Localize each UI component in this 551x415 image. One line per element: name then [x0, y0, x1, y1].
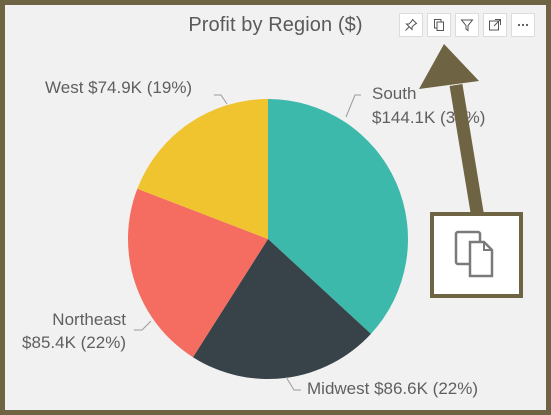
filter-icon [460, 19, 474, 32]
data-label-west: West $74.9K (19%) [45, 78, 192, 97]
pie-slice-midwest[interactable] [192, 239, 371, 379]
data-label-northeast: $85.4K (22%) [22, 333, 126, 352]
visual-header-toolbar [399, 13, 535, 37]
pie-chart-visual[interactable]: Profit by Region ($) [5, 5, 546, 410]
leader-line-south [345, 94, 361, 118]
pie-slice-west[interactable] [137, 99, 268, 239]
data-label-midwest: Midwest $86.6K (22%) [307, 379, 478, 398]
chart-title: Profit by Region ($) [188, 14, 363, 36]
data-label-northeast: Northeast [52, 310, 126, 329]
filter-button[interactable] [455, 13, 479, 37]
pie-chart-plot: South$144.1K (37%)Midwest $86.6K (22%)No… [22, 44, 485, 398]
copy-visual-button[interactable] [427, 13, 451, 37]
data-label-south: South [372, 84, 416, 103]
copy-icon [454, 230, 493, 278]
more-options-button[interactable] [511, 13, 535, 37]
leader-line-west [214, 94, 228, 105]
pin-icon [405, 18, 418, 31]
more-options-icon [517, 23, 529, 27]
annotation-arrow [419, 44, 485, 220]
leader-line-midwest [285, 376, 301, 391]
annotation-arrow-head [419, 44, 479, 89]
copy-icon-callout [430, 212, 523, 298]
pie-slice-northeast[interactable] [127, 188, 268, 358]
focus-mode-button[interactable] [483, 13, 507, 37]
copy-icon [434, 19, 444, 31]
annotation-arrow-shaft [449, 83, 485, 220]
pin-visual-button[interactable] [399, 13, 423, 37]
focus-mode-icon [489, 19, 501, 31]
leader-line-northeast [134, 320, 152, 331]
pie-slice-south[interactable] [268, 98, 408, 334]
